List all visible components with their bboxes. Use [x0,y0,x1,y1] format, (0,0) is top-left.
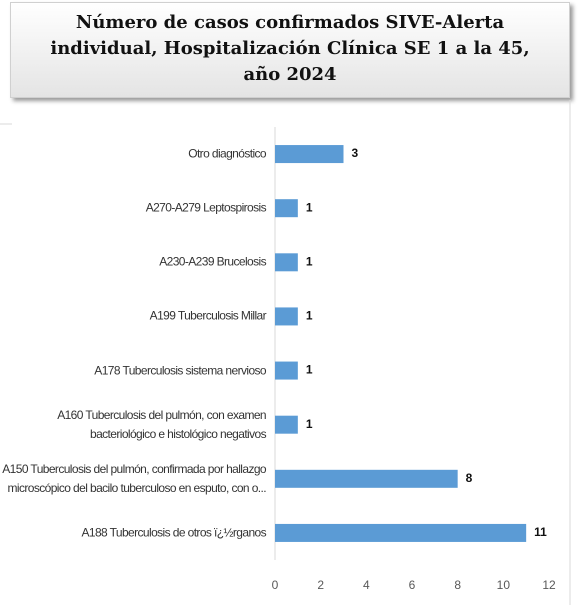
x-tick-label: 8 [454,578,461,592]
y-tick-label: A270-A279 Leptospirosis [145,200,267,215]
bar [275,253,298,272]
x-tick-label: 2 [317,578,324,592]
y-tick-label: A230-A239 Brucelosis [159,254,266,269]
y-tick-label: A178 Tuberculosis sistema nervioso [94,363,266,378]
y-tick-label: A150 Tuberculosis del pulmón, confirmada… [2,461,266,495]
data-label: 1 [306,417,313,431]
data-label: 8 [466,471,473,485]
x-tick-label: 10 [497,578,511,592]
data-label: 1 [306,363,313,377]
data-label: 1 [306,309,313,323]
bar [275,523,527,542]
data-label: 3 [352,146,359,160]
bar [275,307,298,326]
data-label: 11 [534,525,547,539]
x-tick-label: 12 [542,578,556,592]
chart-title: Número de casos confirmados SIVE-Alerta … [50,12,530,85]
y-tick-label: A199 Tuberculosis Millar [149,308,267,323]
title-box [10,2,570,98]
y-tick-label: A160 Tuberculosis del pulmón, con examen… [57,407,266,441]
bar [275,469,458,488]
y-tick-label: A188 Tuberculosis de otros ï¿½rganos [81,525,266,540]
x-tick-label: 4 [363,578,370,592]
bar [275,415,298,434]
bar [275,199,298,218]
data-label: 1 [306,200,313,214]
x-tick-label: 6 [409,578,416,592]
bar [275,361,298,380]
x-tick-label: 0 [272,578,279,592]
bar [275,145,344,164]
y-tick-label: Otro diagnóstico [188,146,266,161]
data-label: 1 [306,254,313,268]
